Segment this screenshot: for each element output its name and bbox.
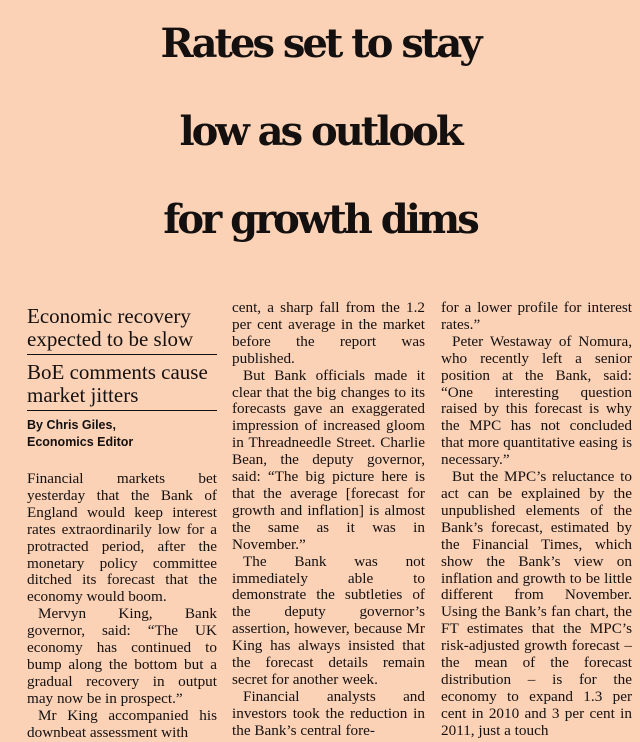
paragraph: But the MPC’s reluctance to act can be e…: [441, 468, 632, 739]
headline: Rates set to stay low as outlook for gro…: [0, 0, 640, 264]
byline: By Chris Giles, Economics Editor: [27, 417, 217, 451]
paragraph: for a lower profile for interest rates.”: [441, 299, 632, 333]
headline-line-3: for growth dims: [163, 196, 480, 243]
column-3: for a lower profile for interest rates.”…: [441, 299, 632, 740]
column-1: Economic recovery expected to be slow Bo…: [27, 300, 217, 742]
paragraph: Mervyn King, Bank governor, said: “The U…: [27, 605, 217, 707]
deck-1: Economic recovery expected to be slow: [27, 305, 217, 355]
paragraph: Mr King accompanied his downbeat assessm…: [27, 706, 217, 741]
column-1-body: Financial markets bet yesterday that the…: [27, 470, 217, 742]
deck-2: BoE comments cause market jitters: [27, 361, 217, 411]
paragraph: The Bank was not immediately able to dem…: [232, 552, 425, 688]
paragraph: Financial markets bet yesterday that the…: [27, 470, 217, 606]
paragraph: cent, a sharp fall from the 1.2 per cent…: [232, 299, 425, 367]
column-2: cent, a sharp fall from the 1.2 per cent…: [232, 299, 425, 740]
paragraph: Financial analysts and investors took th…: [232, 687, 425, 739]
headline-line-2: low as outlook: [179, 108, 463, 155]
paragraph: But Bank officials made it clear that th…: [232, 366, 425, 553]
byline-role: Economics Editor: [27, 435, 134, 449]
headline-line-1: Rates set to stay: [160, 20, 482, 67]
paragraph: Peter Westaway of Nomura, who recently l…: [441, 332, 632, 469]
byline-name: By Chris Giles,: [27, 418, 116, 432]
